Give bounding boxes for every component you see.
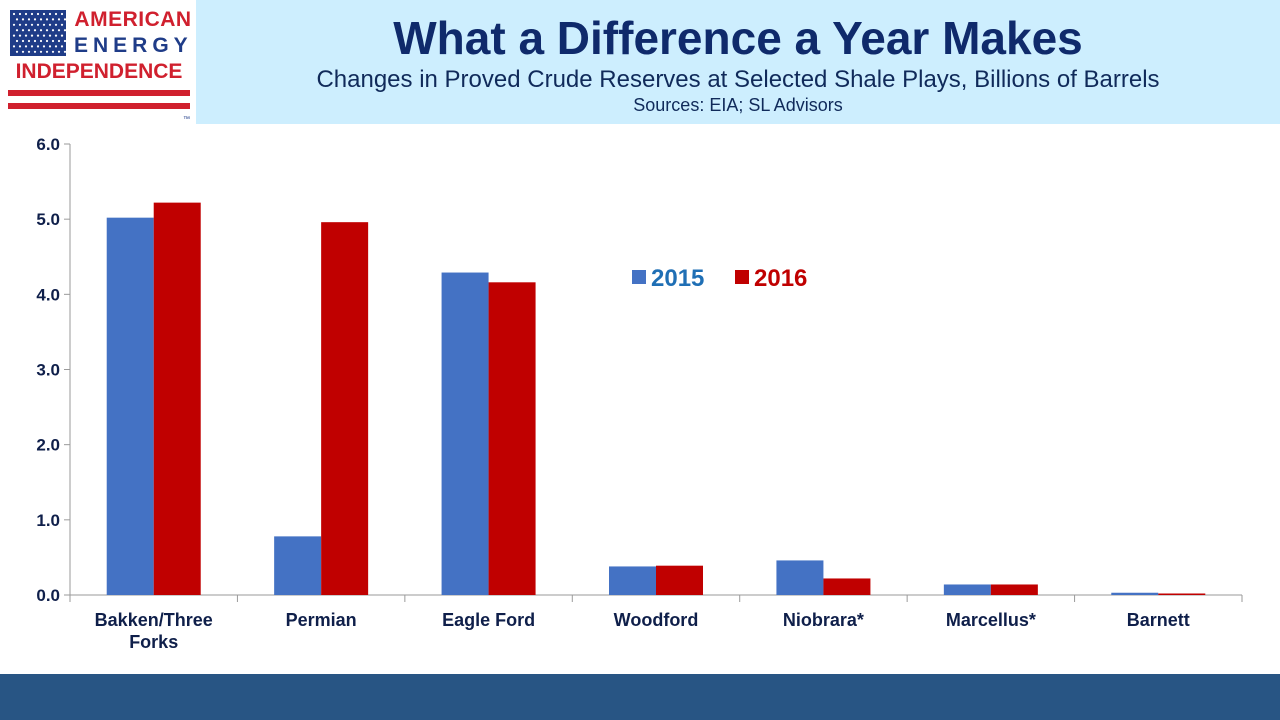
bar-2015-2 — [441, 272, 489, 595]
x-category-label-line: Marcellus* — [946, 610, 1036, 630]
legend-swatch-2016 — [735, 270, 749, 284]
logo-line3: INDEPENDENCE — [15, 60, 183, 83]
header: What a Difference a Year Makes Changes i… — [196, 0, 1280, 124]
sources-note: Sources: EIA; SL Advisors — [633, 95, 843, 115]
bar-2015-3 — [609, 566, 656, 595]
bar-2015-6 — [1111, 592, 1159, 595]
x-category-label: Permian — [286, 610, 357, 630]
x-category-label: Barnett — [1127, 610, 1190, 630]
x-category-label: Bakken/Three Forks — [95, 610, 213, 652]
logo-line1: AMERICAN — [74, 8, 192, 31]
x-category-label: Niobrara* — [783, 610, 864, 630]
y-tick-label: 2.0 — [36, 436, 60, 455]
bar-2016-6 — [1158, 593, 1206, 595]
x-category-label: Eagle Ford — [442, 610, 535, 630]
x-category-label: Marcellus* — [946, 610, 1036, 630]
bar-2015-5 — [943, 584, 991, 595]
x-category-label-line: Eagle Ford — [442, 610, 535, 630]
chart-subtitle: Changes in Proved Crude Reserves at Sele… — [316, 66, 1160, 93]
bar-2016-3 — [656, 565, 703, 595]
y-tick-label: 0.0 — [36, 586, 60, 605]
logo-tm: ™ — [183, 116, 190, 123]
y-tick-label: 4.0 — [36, 285, 60, 304]
y-tick-label: 5.0 — [36, 210, 60, 229]
bar-2015-1 — [274, 536, 322, 595]
y-tick-label: 3.0 — [36, 361, 60, 380]
page-title: What a Difference a Year Makes — [393, 12, 1083, 64]
legend-label-2016: 2016 — [754, 265, 807, 292]
x-category-label-line: Bakken/Three — [95, 610, 213, 630]
bar-2016-1 — [321, 222, 369, 595]
x-category-label-line: Niobrara* — [783, 610, 864, 630]
x-category-label-line: Forks — [129, 632, 178, 652]
x-category-label-line: Barnett — [1127, 610, 1190, 630]
y-tick-label: 1.0 — [36, 511, 60, 530]
logo-line2: ENERGY — [74, 34, 193, 57]
legend-swatch-2015 — [632, 270, 646, 284]
x-category-label-line: Permian — [286, 610, 357, 630]
x-category-label: Woodford — [614, 610, 699, 630]
bar-2015-0 — [106, 217, 154, 595]
y-tick-label: 6.0 — [36, 135, 60, 154]
bar-chart: 0.0 1.0 2.0 3.0 4.0 5.0 6.0 Bakken/Three Forks Pe… — [36, 135, 1243, 652]
logo: ™ AMERICAN ENERGY INDEPENDENCE — [0, 0, 196, 124]
bar-2016-2 — [488, 282, 536, 595]
bar-2016-0 — [153, 202, 201, 595]
x-category-label-line: Woodford — [614, 610, 699, 630]
bar-2015-4 — [776, 560, 824, 595]
bar-2016-4 — [823, 578, 871, 595]
us-flag-icon: ™ — [8, 10, 190, 123]
legend-label-2015: 2015 — [651, 265, 704, 292]
bar-2016-5 — [990, 584, 1038, 595]
footer-band — [0, 674, 1280, 720]
